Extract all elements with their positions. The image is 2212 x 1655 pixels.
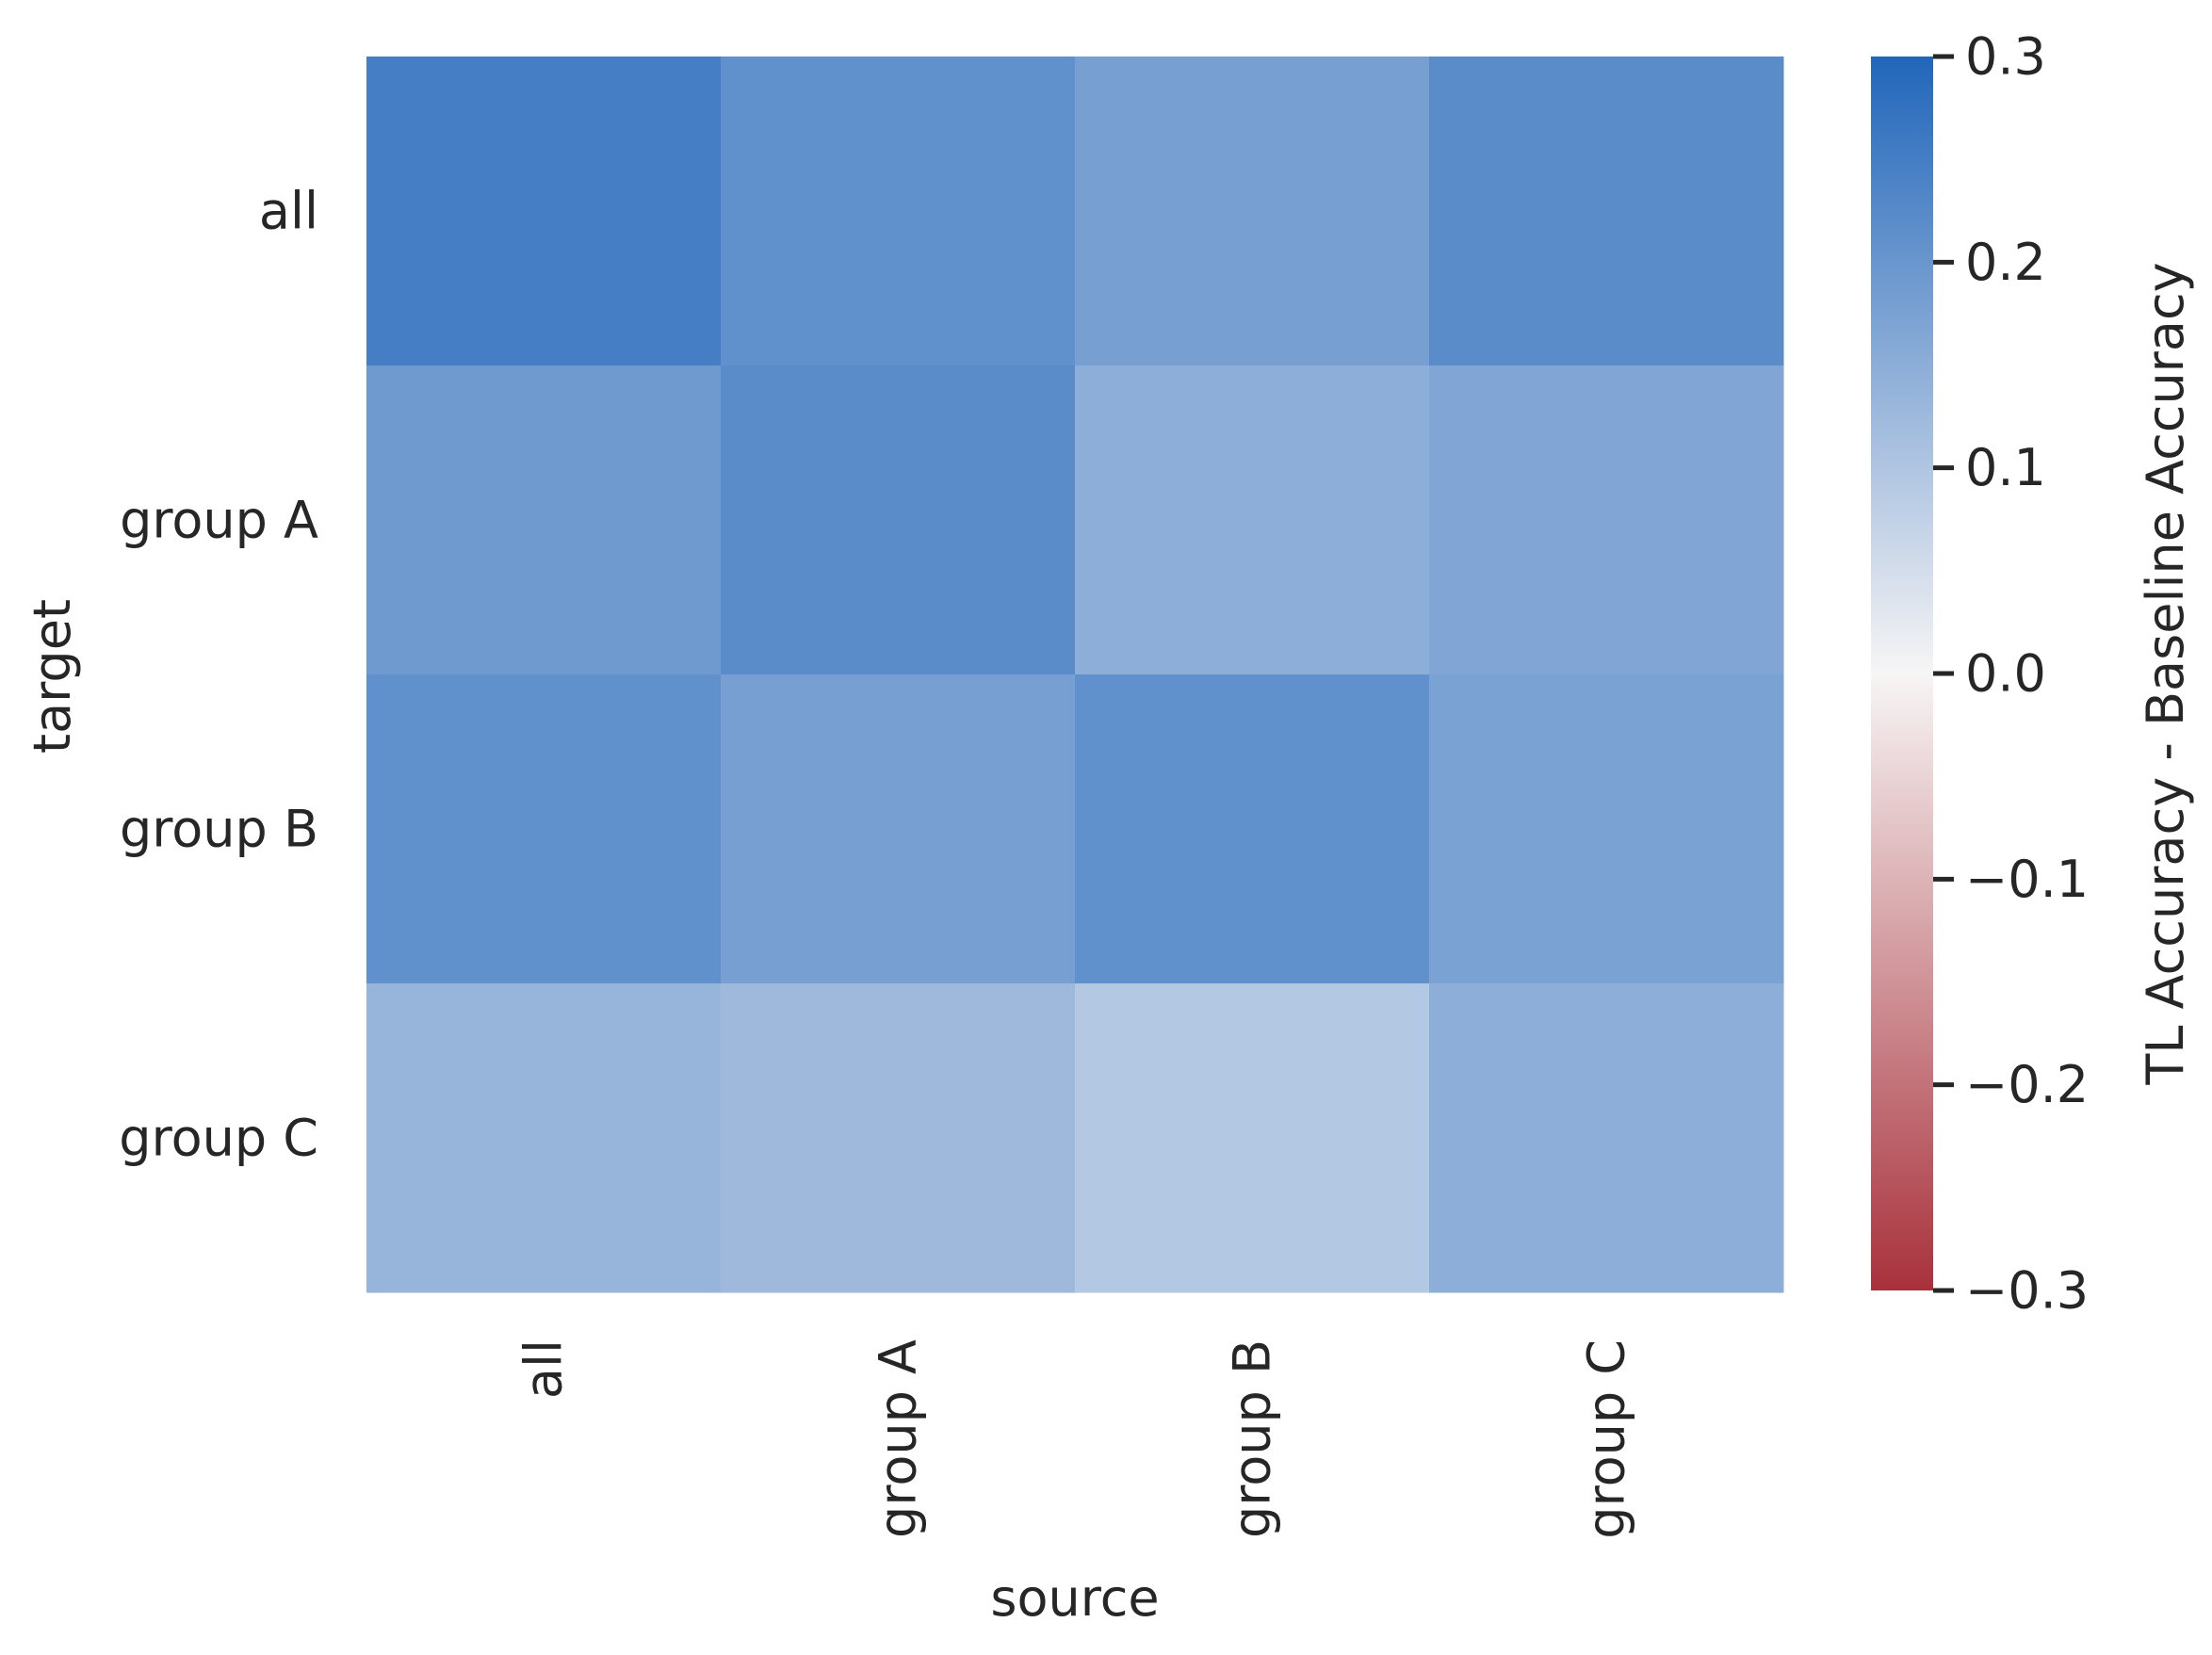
heatmap-cell [1075, 365, 1430, 675]
colorbar-tick-label: 0.1 [1965, 438, 2046, 497]
x-tick-label: group A [869, 1339, 928, 1538]
heatmap-cell [366, 674, 722, 984]
heatmap-cell [1429, 365, 1784, 675]
x-axis-label: source [990, 1568, 1159, 1628]
heatmap-cell [366, 57, 722, 366]
heatmap-cell [1429, 674, 1784, 984]
heatmap-cell [366, 983, 722, 1293]
colorbar-ticks: 0.3 0.2 0.1 0.0 −0.1 −0.2 −0.3 [1933, 27, 2089, 1321]
colorbar-tick-label: −0.2 [1965, 1055, 2089, 1114]
x-tick-label: group C [1577, 1339, 1636, 1539]
heatmap-cell [721, 57, 1076, 366]
y-tick-label: group B [120, 800, 318, 859]
x-tick-labels: all group A group B group C [514, 1339, 1636, 1539]
heatmap-cell [1429, 57, 1784, 366]
colorbar-tick-label: 0.0 [1965, 644, 2046, 704]
colorbar-label: TL Accuracy - Baseline Accuracy [2136, 262, 2195, 1085]
colorbar-tick-label: 0.2 [1965, 233, 2046, 292]
heatmap-cell [721, 365, 1076, 675]
heatmap-cell [721, 983, 1076, 1293]
y-tick-label: group C [119, 1109, 318, 1168]
x-tick-label: group B [1223, 1339, 1282, 1538]
colorbar [1871, 57, 1933, 1290]
y-axis-label: target [23, 599, 82, 754]
heatmap-cell [366, 365, 722, 675]
x-tick-label: all [514, 1339, 574, 1399]
y-tick-label: group A [120, 491, 318, 550]
colorbar-tick-label: −0.1 [1965, 850, 2089, 909]
heatmap-cells [366, 57, 1784, 1293]
colorbar-tick-label: 0.3 [1965, 27, 2046, 87]
heatmap-cell [1075, 983, 1430, 1293]
heatmap-cell [1075, 57, 1430, 366]
heatmap-cell [1429, 983, 1784, 1293]
y-tick-label: all [259, 182, 318, 241]
heatmap-cell [1075, 674, 1430, 984]
y-tick-labels: all group A group B group C [119, 182, 318, 1168]
heatmap-cell [721, 674, 1076, 984]
colorbar-tick-label: −0.3 [1965, 1261, 2089, 1321]
